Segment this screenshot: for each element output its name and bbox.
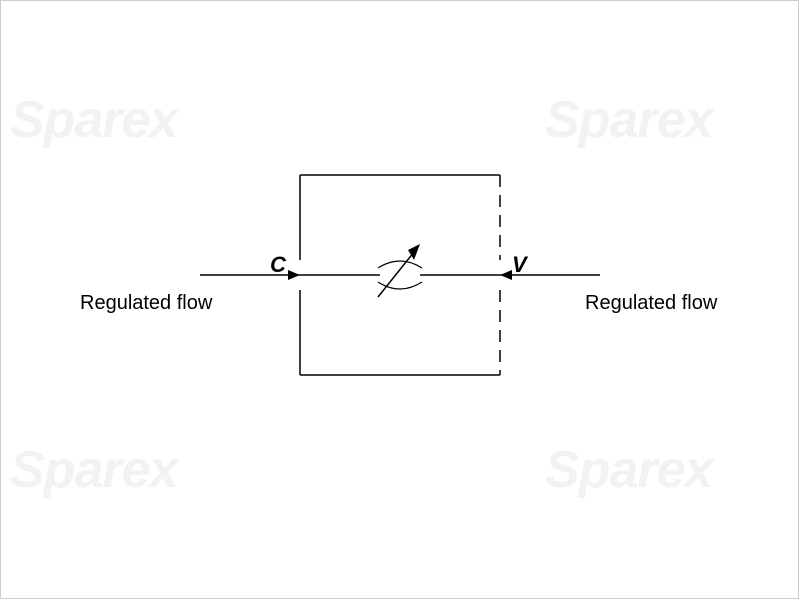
port-label-c: C (270, 252, 286, 278)
adjust-arrow-shaft (378, 252, 414, 297)
port-label-v: V (512, 252, 527, 278)
port-arrow-right (500, 270, 512, 280)
flow-label-right: Regulated flow (585, 292, 717, 315)
throttle-arc-top (378, 261, 422, 268)
flow-label-left: Regulated flow (80, 292, 212, 315)
port-arrow-left (288, 270, 300, 280)
